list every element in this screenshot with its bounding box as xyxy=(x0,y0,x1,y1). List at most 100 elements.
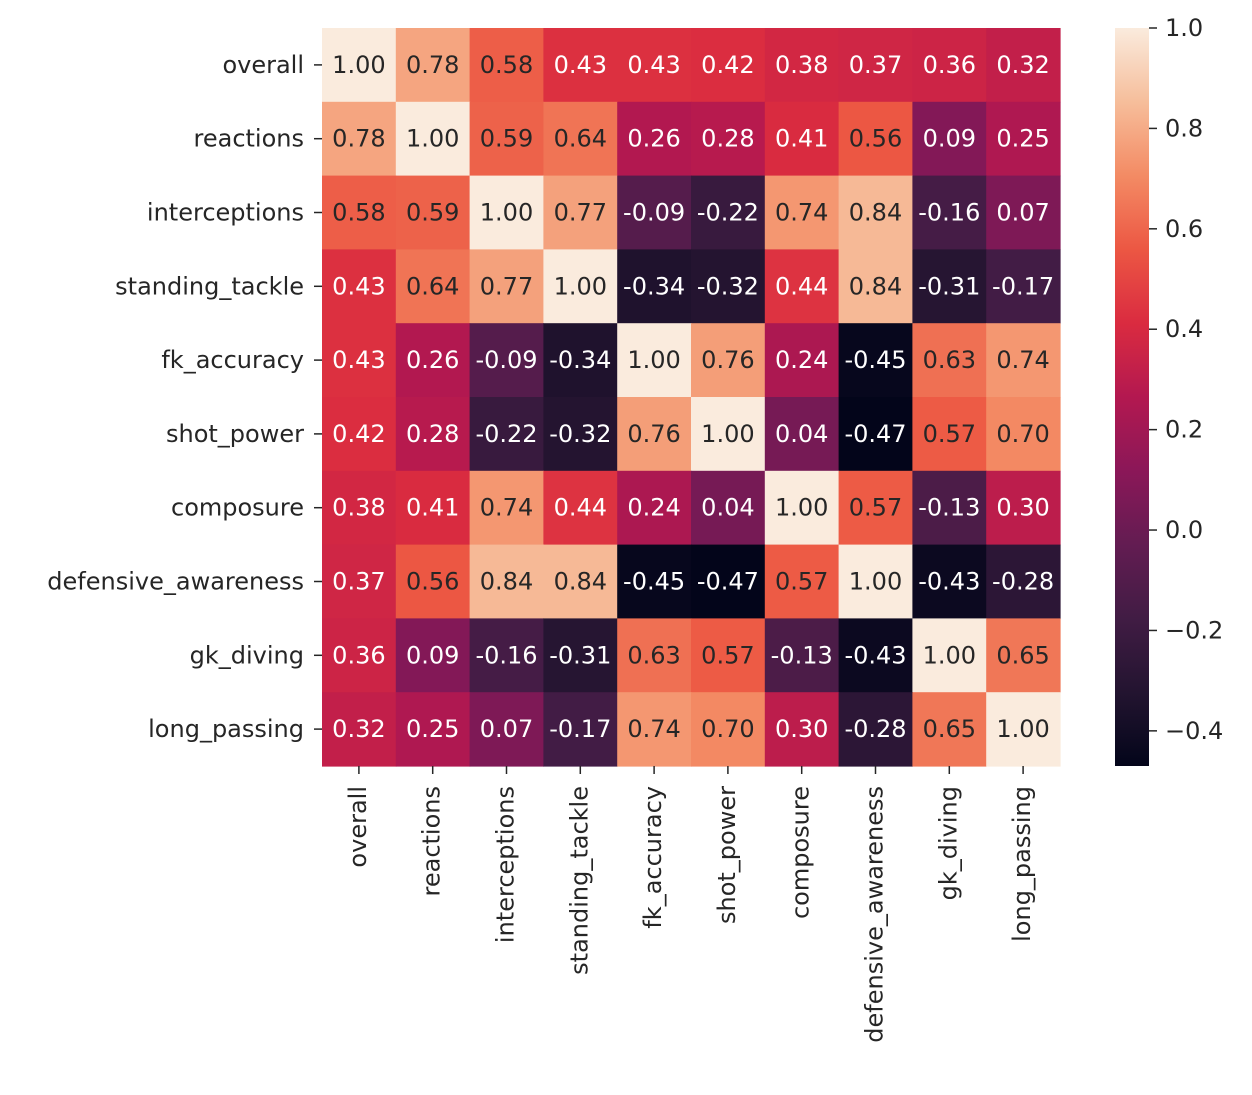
cell-value-label: 1.00 xyxy=(627,346,680,374)
cell-value-label: 0.42 xyxy=(332,420,385,448)
cell-value-label: 0.84 xyxy=(480,568,533,596)
heatmap-cell-reactions-interceptions xyxy=(469,101,544,177)
heatmap-cell-standing-tackle-shot-power xyxy=(691,249,766,324)
x-tick-label-standing-tackle: standing_tackle xyxy=(565,786,593,975)
cell-value-label: 0.09 xyxy=(406,641,459,669)
cell-value-label: -0.16 xyxy=(475,641,537,669)
cell-value-label: 0.76 xyxy=(627,420,680,448)
heatmap-cell-interceptions-shot-power xyxy=(691,175,766,250)
cell-value-label: 0.65 xyxy=(996,641,1049,669)
heatmap-cell-shot-power-interceptions xyxy=(469,397,544,472)
cell-value-label: 1.00 xyxy=(480,199,533,227)
cell-value-label: 0.07 xyxy=(996,199,1049,227)
cell-value-label: 0.57 xyxy=(775,568,828,596)
heatmap-cell-composure-interceptions xyxy=(469,470,544,546)
heatmap-cell-gk-diving-gk-diving xyxy=(912,618,987,693)
heatmap-cell-standing-tackle-overall xyxy=(322,249,397,324)
y-tick-label-interceptions: interceptions xyxy=(147,199,304,227)
heatmap-cell-reactions-overall xyxy=(322,101,397,177)
colorbar: 1.0 0.8 0.6 0.4 0.2 0.0 −0.2 −0.4 xyxy=(1115,14,1223,766)
cell-value-label: 0.04 xyxy=(701,494,754,522)
heatmap-cell-fk-accuracy-defensive-awareness xyxy=(838,323,913,398)
heatmap-cell-shot-power-long-passing xyxy=(986,397,1061,472)
heatmap-cell-long-passing-shot-power xyxy=(691,692,766,767)
cell-value-label: 0.28 xyxy=(701,125,754,153)
cell-value-label: 0.25 xyxy=(406,715,459,743)
cell-value-label: 0.84 xyxy=(554,568,607,596)
heatmap-cell-defensive-awareness-defensive-awareness xyxy=(838,544,913,619)
heatmap-cell-shot-power-reactions xyxy=(395,397,471,472)
cell-value-label: -0.43 xyxy=(918,568,980,596)
cell-value-label: 0.36 xyxy=(923,51,976,79)
x-tick-label-overall: overall xyxy=(344,786,372,868)
colorbar-tick-label: −0.2 xyxy=(1165,616,1223,644)
cell-value-label: 1.00 xyxy=(849,568,902,596)
heatmap-cell-fk-accuracy-gk-diving xyxy=(912,323,987,398)
cell-value-label: -0.31 xyxy=(549,641,611,669)
cell-value-label: 0.32 xyxy=(996,51,1049,79)
heatmap-cell-long-passing-interceptions xyxy=(469,692,544,767)
cell-value-label: 1.00 xyxy=(923,641,976,669)
heatmap-cell-composure-reactions xyxy=(395,470,471,546)
heatmap-cell-shot-power-shot-power xyxy=(691,397,766,472)
heatmap-cell-interceptions-reactions xyxy=(395,175,471,250)
heatmap-cell-interceptions-long-passing xyxy=(986,175,1061,250)
heatmap-cell-interceptions-defensive-awareness xyxy=(838,175,913,250)
cell-value-label: 1.00 xyxy=(554,272,607,300)
heatmap-cell-gk-diving-shot-power xyxy=(691,618,766,693)
cell-value-label: -0.17 xyxy=(549,715,611,743)
cell-value-label: 0.09 xyxy=(923,125,976,153)
cell-value-label: 0.30 xyxy=(996,494,1049,522)
heatmap-cell-overall-interceptions xyxy=(469,28,544,103)
heatmap-cell-overall-composure xyxy=(764,28,840,103)
heatmap-cell-composure-composure xyxy=(764,470,840,546)
cell-value-label: 0.74 xyxy=(627,715,680,743)
cell-value-label: 0.70 xyxy=(996,420,1049,448)
heatmap-cell-reactions-reactions xyxy=(395,101,471,177)
cell-value-label: 0.30 xyxy=(775,715,828,743)
cell-value-label: 0.37 xyxy=(849,51,902,79)
heatmap-cell-standing-tackle-gk-diving xyxy=(912,249,987,324)
cell-value-label: -0.16 xyxy=(918,199,980,227)
heatmap-cell-defensive-awareness-standing-tackle xyxy=(543,544,618,619)
cell-value-label: 0.78 xyxy=(332,125,385,153)
heatmap-cell-defensive-awareness-reactions xyxy=(395,544,471,619)
heatmap-cell-reactions-fk-accuracy xyxy=(617,101,692,177)
cell-value-label: 0.44 xyxy=(775,272,828,300)
cell-value-label: -0.28 xyxy=(992,568,1054,596)
heatmap-cell-overall-long-passing xyxy=(986,28,1061,103)
heatmap-cell-gk-diving-fk-accuracy xyxy=(617,618,692,693)
cell-value-label: 1.00 xyxy=(406,125,459,153)
colorbar-tick-label: 0.2 xyxy=(1165,416,1203,444)
cell-value-label: 0.63 xyxy=(923,346,976,374)
x-tick-label-shot-power: shot_power xyxy=(713,786,741,924)
x-tick-label-composure: composure xyxy=(787,786,815,919)
cell-value-label: 0.70 xyxy=(701,715,754,743)
cell-value-label: 0.74 xyxy=(480,494,533,522)
cell-value-label: -0.09 xyxy=(623,199,685,227)
heatmap-cell-overall-reactions xyxy=(395,28,471,103)
heatmap-cell-defensive-awareness-long-passing xyxy=(986,544,1061,619)
heatmap-cell-long-passing-composure xyxy=(764,692,840,767)
cell-value-label: 0.38 xyxy=(775,51,828,79)
heatmap-cell-gk-diving-reactions xyxy=(395,618,471,693)
cell-value-label: 0.28 xyxy=(406,420,459,448)
cell-value-label: -0.13 xyxy=(771,641,833,669)
heatmap-cells: 1.00 0.78 0.58 0.43 0.43 0.42 0.38 0.37 0.36 0.32… xyxy=(322,28,1061,767)
heatmap-cell-shot-power-defensive-awareness xyxy=(838,397,913,472)
cell-value-label: 0.43 xyxy=(554,51,607,79)
heatmap-cell-long-passing-defensive-awareness xyxy=(838,692,913,767)
heatmap-cell-reactions-shot-power xyxy=(691,101,766,177)
cell-value-label: -0.32 xyxy=(697,272,759,300)
colorbar-tick-label: 0.0 xyxy=(1165,516,1203,544)
cell-value-label: 0.84 xyxy=(849,272,902,300)
heatmap-cell-interceptions-gk-diving xyxy=(912,175,987,250)
cell-value-label: 0.44 xyxy=(554,494,607,522)
x-tick-labels: overall reactions interceptions standing_ta… xyxy=(344,766,1036,1043)
heatmap-cell-reactions-composure xyxy=(764,101,840,177)
heatmap-cell-standing-tackle-fk-accuracy xyxy=(617,249,692,324)
y-tick-label-defensive-awareness: defensive_awareness xyxy=(47,568,304,596)
cell-value-label: 0.41 xyxy=(775,125,828,153)
